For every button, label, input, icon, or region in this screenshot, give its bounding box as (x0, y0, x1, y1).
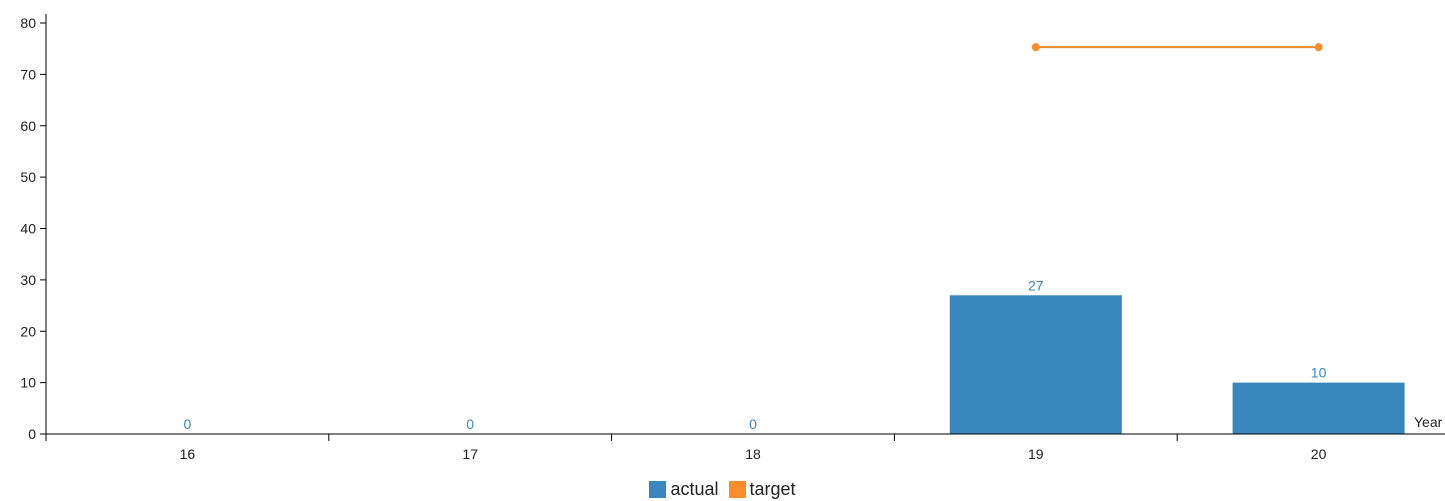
y-axis: 0 10 20 30 40 50 60 70 80 (20, 14, 47, 442)
x-axis-title: Year (1414, 414, 1443, 430)
bar-20[interactable] (1232, 382, 1405, 434)
bar-label-20: 10 (1311, 365, 1327, 381)
y-tick-label-10: 10 (20, 375, 36, 391)
legend-item-actual[interactable]: actual (649, 479, 719, 500)
y-tick-label-0: 0 (28, 426, 36, 442)
x-tick-label-16: 16 (180, 446, 196, 462)
y-tick-label-70: 70 (20, 66, 36, 82)
x-tick-label-19: 19 (1028, 446, 1044, 462)
x-tick-label-20: 20 (1311, 446, 1327, 462)
legend-swatch-target (728, 481, 746, 498)
y-tick-label-20: 20 (20, 323, 36, 339)
bar-labels-layer: 0 0 0 27 10 (184, 277, 1327, 432)
x-tick-label-18: 18 (745, 446, 761, 462)
legend-label-target: target (749, 479, 796, 499)
x-tick-label-17: 17 (462, 446, 478, 462)
y-tick-label-30: 30 (20, 272, 36, 288)
legend: actual target (0, 479, 1445, 500)
bar-label-19: 27 (1028, 277, 1044, 293)
y-tick-label-50: 50 (20, 169, 36, 185)
legend-item-target[interactable]: target (728, 479, 796, 500)
bars-layer (949, 295, 1405, 434)
bar-19[interactable] (949, 295, 1122, 434)
x-axis: 16 17 18 19 20 (45, 433, 1445, 462)
target-point-19[interactable] (1031, 43, 1040, 52)
legend-swatch-actual (649, 481, 667, 498)
y-tick-label-60: 60 (20, 118, 36, 134)
y-tick-label-80: 80 (20, 15, 36, 31)
legend-label-actual: actual (670, 479, 719, 499)
y-tick-label-40: 40 (20, 221, 36, 237)
bar-label-16: 0 (184, 416, 192, 432)
bar-label-17: 0 (466, 416, 474, 432)
target-line-layer (1031, 43, 1323, 52)
bar-label-18: 0 (749, 416, 757, 432)
target-point-20[interactable] (1314, 43, 1323, 52)
bar-line-chart: 0 0 0 27 10 0 10 20 30 40 50 60 70 80 16 17 18 19 20 Yea… (20, 14, 1445, 462)
